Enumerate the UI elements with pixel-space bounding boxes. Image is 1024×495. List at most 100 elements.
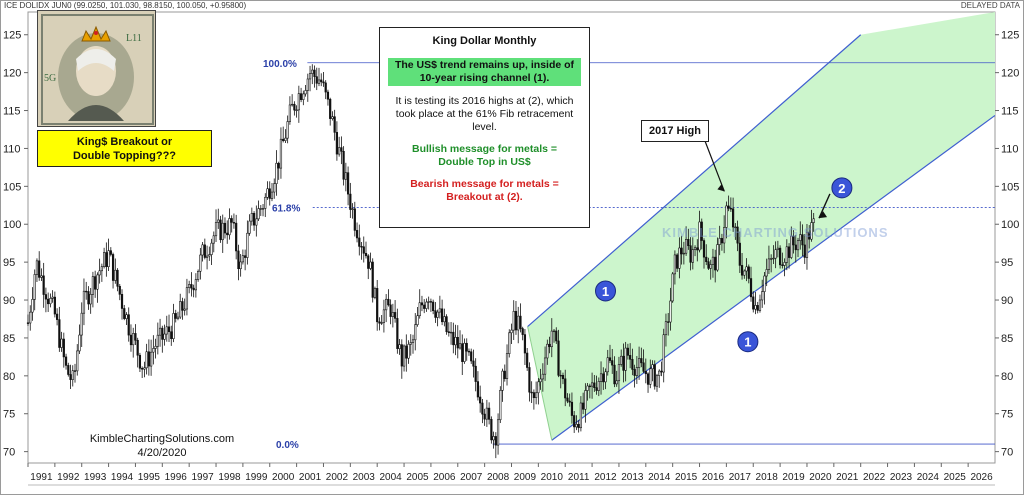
candle-body <box>257 208 260 220</box>
site-name: KimbleChartingSolutions.com <box>89 433 235 445</box>
candle-body <box>414 324 417 341</box>
site-credit: KimbleChartingSolutions.com 4/20/2020 <box>87 432 237 460</box>
candle-body <box>707 261 710 269</box>
fib-label: 61.8% <box>272 204 300 215</box>
candle-body <box>89 294 92 305</box>
x-tick-label: 2023 <box>890 472 913 483</box>
candle-body <box>382 309 386 323</box>
x-tick-label: 1997 <box>191 472 214 483</box>
candle-body <box>170 331 173 339</box>
candle-body <box>488 407 491 420</box>
y-tick-label-right: 110 <box>1001 143 1019 155</box>
candle-body <box>221 222 224 241</box>
yellow-question-box: King$ Breakout or Double Topping??? <box>37 130 212 167</box>
candle-body <box>774 249 777 259</box>
candle-body <box>120 294 124 309</box>
candle-body <box>429 301 433 303</box>
candle-body <box>344 172 347 180</box>
x-tick-label: 2026 <box>970 472 993 483</box>
y-tick-label-left: 75 <box>3 409 15 421</box>
candle-body <box>244 255 247 258</box>
candle-body <box>402 345 406 367</box>
high-2017-arrowhead <box>717 184 725 192</box>
candle-body <box>201 244 204 256</box>
candle-body <box>420 302 424 306</box>
x-tick-label: 2017 <box>729 472 752 483</box>
candle-body <box>649 368 652 385</box>
candle-body <box>615 380 618 385</box>
candle-body <box>617 364 621 382</box>
x-tick-label: 2014 <box>648 472 671 483</box>
candle-body <box>454 336 457 346</box>
candle-body <box>230 218 233 223</box>
candle-body <box>259 208 262 210</box>
candle-body <box>736 226 739 244</box>
candle-body <box>161 327 164 340</box>
candle-body <box>335 132 339 155</box>
svg-text:L11: L11 <box>126 33 142 44</box>
yellow-line-1: King$ Breakout or <box>76 136 173 148</box>
candle-body <box>297 93 300 111</box>
candle-body <box>29 311 32 324</box>
x-tick-label: 2020 <box>809 472 832 483</box>
candle-body <box>127 314 130 336</box>
candle-body <box>250 213 253 222</box>
candle-body <box>588 385 591 388</box>
candle-body <box>136 339 139 356</box>
candle-body <box>273 183 276 193</box>
candle-body <box>373 288 377 298</box>
candle-body <box>241 255 244 263</box>
candle-body <box>537 381 540 394</box>
candle-body <box>568 400 571 403</box>
x-tick-label: 2015 <box>675 472 698 483</box>
candle-body <box>595 387 598 391</box>
candle-body <box>514 311 518 331</box>
candle-body <box>82 290 86 314</box>
x-tick-label: 2010 <box>541 472 564 483</box>
candle-body <box>62 338 65 358</box>
y-tick-label-left: 85 <box>3 333 15 345</box>
candle-body <box>199 254 202 272</box>
candle-body <box>33 274 36 300</box>
candle-body <box>499 390 502 421</box>
bullish-line-2: Double Top in US$ <box>438 156 531 168</box>
candle-body <box>700 221 703 241</box>
candle-body <box>543 357 547 375</box>
candle-body <box>226 232 229 236</box>
candle-body <box>286 121 289 139</box>
candle-body <box>391 312 394 317</box>
candle-body <box>546 343 549 359</box>
bullish-line-1: Bullish message for metals = <box>411 143 558 155</box>
candle-body <box>470 351 473 362</box>
candle-body <box>689 245 692 263</box>
candle-body <box>593 382 596 388</box>
candle-body <box>792 235 795 246</box>
candle-body <box>44 294 48 300</box>
candle-body <box>181 301 184 311</box>
candle-body <box>570 401 574 416</box>
marker-label: 1 <box>602 284 609 299</box>
candle-body <box>714 256 717 271</box>
x-tick-label: 2005 <box>406 472 429 483</box>
candle-body <box>684 239 688 254</box>
y-tick-label-left: 120 <box>3 68 21 80</box>
bearish-line-2: Breakout at (2). <box>446 191 523 203</box>
candle-body <box>490 419 493 441</box>
candle-body <box>252 213 256 226</box>
candle-body <box>476 381 480 398</box>
candle-body <box>779 247 782 266</box>
candle-body <box>633 369 636 376</box>
svg-text:5G: 5G <box>44 73 56 84</box>
candle-body <box>212 235 215 244</box>
candle-body <box>367 255 370 269</box>
candle-body <box>288 104 291 122</box>
x-tick-label: 1991 <box>30 472 53 483</box>
candle-body <box>203 244 206 258</box>
candle-body <box>732 208 735 228</box>
x-axis: 1991 1992 1993 1994 1995 1996 1997 1998 1999 2000… <box>27 463 995 486</box>
candle-body <box>304 90 307 95</box>
candle-body <box>528 367 531 393</box>
candle-body <box>740 265 744 276</box>
y-tick-label-right: 100 <box>1001 219 1019 231</box>
